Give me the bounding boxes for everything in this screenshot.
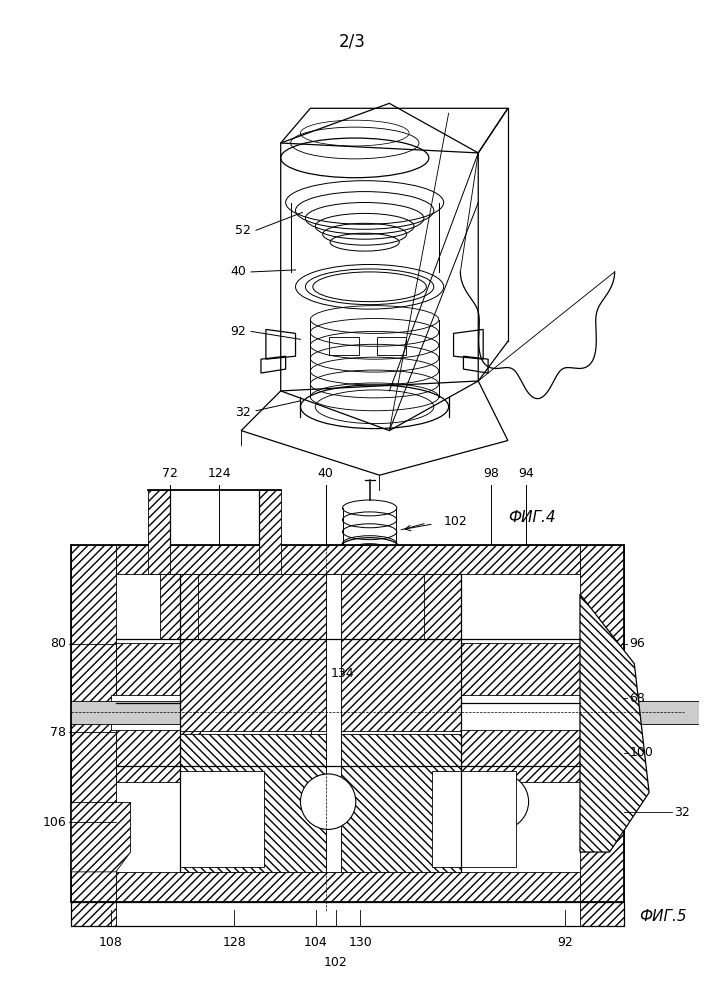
Text: ФИГ.5: ФИГ.5 — [639, 909, 687, 924]
Text: 40: 40 — [230, 265, 246, 278]
Circle shape — [301, 774, 356, 829]
Text: 124: 124 — [208, 467, 232, 480]
Text: 52: 52 — [235, 224, 251, 237]
Bar — [71, 902, 624, 926]
Bar — [161, 574, 198, 639]
Text: 104: 104 — [304, 936, 328, 949]
Circle shape — [473, 774, 529, 829]
Bar — [377, 337, 406, 355]
Text: ФИГ.4: ФИГ.4 — [508, 510, 555, 525]
Bar — [311, 574, 341, 872]
Bar — [180, 574, 326, 731]
Bar — [71, 902, 115, 926]
Polygon shape — [580, 594, 649, 852]
Bar — [461, 695, 624, 730]
Bar — [115, 545, 580, 574]
Bar — [115, 643, 200, 782]
Bar — [580, 902, 624, 926]
Bar — [432, 771, 516, 867]
Text: 2/3: 2/3 — [339, 33, 365, 51]
Text: 80: 80 — [51, 637, 66, 650]
Text: 102: 102 — [444, 515, 467, 528]
Text: 32: 32 — [674, 806, 689, 819]
Text: 130: 130 — [348, 936, 372, 949]
Text: 40: 40 — [318, 467, 334, 480]
Text: 128: 128 — [222, 936, 246, 949]
Bar — [341, 734, 461, 872]
Text: 134: 134 — [331, 667, 354, 680]
Text: 102: 102 — [324, 956, 348, 969]
Bar — [580, 545, 624, 902]
Text: 68: 68 — [629, 692, 646, 705]
Text: 92: 92 — [558, 936, 573, 949]
Bar — [149, 490, 170, 574]
Circle shape — [187, 774, 242, 829]
Bar — [461, 643, 580, 782]
Text: 94: 94 — [517, 467, 534, 480]
Bar — [329, 337, 359, 355]
Text: 92: 92 — [230, 325, 246, 338]
Bar — [71, 545, 115, 902]
Bar — [424, 574, 461, 639]
Text: 72: 72 — [162, 467, 178, 480]
Bar — [259, 490, 281, 574]
Bar — [71, 701, 703, 724]
Text: 96: 96 — [629, 637, 645, 650]
Polygon shape — [71, 802, 130, 872]
Text: 100: 100 — [629, 746, 653, 759]
Bar — [115, 872, 580, 902]
Text: 78: 78 — [51, 726, 66, 739]
Text: 108: 108 — [99, 936, 122, 949]
Bar — [180, 771, 264, 867]
Text: 106: 106 — [43, 816, 66, 829]
Bar — [180, 734, 326, 872]
Bar — [71, 545, 624, 902]
Bar — [341, 574, 461, 731]
Text: 98: 98 — [483, 467, 499, 480]
Text: 32: 32 — [235, 406, 251, 419]
Bar — [111, 695, 205, 730]
